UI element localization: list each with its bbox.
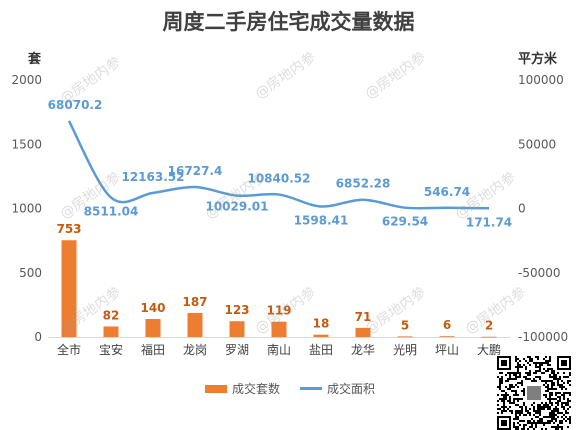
y-right-axis-label: 平方米	[518, 52, 558, 67]
legend-label-line: 成交面积	[327, 382, 376, 396]
line-data-label: 1598.41	[294, 213, 349, 227]
x-tick-label: 宝安	[99, 342, 123, 357]
legend-item-bar: 成交套数	[205, 380, 280, 397]
line-data-label: 629.54	[382, 215, 428, 229]
bar	[61, 240, 77, 337]
y-right-tick-label: 100000	[518, 73, 564, 87]
x-tick-label: 全市	[57, 342, 81, 357]
x-tick-label: 盐田	[309, 343, 333, 357]
bar	[355, 327, 371, 337]
bar	[481, 336, 497, 338]
bar	[397, 336, 413, 338]
y-left-tick-label: 2000	[11, 73, 42, 87]
x-tick-label: 大鹏	[477, 343, 501, 357]
line-data-label: 10029.01	[205, 200, 268, 214]
legend-swatch-line	[300, 387, 322, 390]
bar	[229, 321, 245, 337]
x-tick-label: 南山	[267, 342, 291, 357]
bar-data-label: 18	[313, 317, 330, 331]
y-left-tick-label: 1500	[11, 137, 42, 151]
y-right-tick-label: 0	[518, 202, 526, 216]
x-tick-label: 坪山	[435, 343, 459, 357]
x-tick-label: 罗湖	[225, 342, 249, 357]
bar-data-label: 119	[266, 304, 291, 318]
bar	[145, 319, 161, 337]
bar	[313, 334, 329, 337]
line-data-label: 68070.2	[48, 98, 103, 112]
line-data-label: 12163.52	[121, 170, 184, 184]
bar-data-label: 5	[401, 318, 409, 332]
line-data-label: 171.74	[466, 215, 512, 229]
line-data-label: 8511.04	[84, 205, 139, 219]
legend-swatch-bar	[205, 384, 227, 393]
y-left-tick-label: 500	[19, 266, 42, 280]
y-left-tick-label: 1000	[11, 202, 42, 216]
line-data-label: 16727.4	[168, 164, 223, 178]
x-tick-label: 龙岗	[183, 343, 207, 357]
x-tick-label: 光明	[393, 343, 417, 357]
y-right-tick-label: -100000	[518, 330, 568, 344]
y-left-tick-label: 0	[34, 330, 42, 344]
bar-data-label: 123	[224, 303, 249, 317]
bar-data-label: 82	[103, 308, 120, 322]
line-data-label: 6852.28	[336, 177, 391, 191]
bar-data-label: 140	[140, 301, 165, 315]
bar-data-label: 753	[56, 222, 81, 236]
bar	[271, 321, 287, 337]
y-right-tick-label: 50000	[518, 137, 556, 151]
bar-data-label: 6	[443, 318, 451, 332]
x-tick-label: 龙华	[351, 343, 375, 357]
y-left-axis-label: 套	[28, 52, 42, 67]
x-tick-label: 福田	[141, 342, 165, 357]
bar	[187, 312, 203, 337]
legend-item-line: 成交面积	[300, 380, 375, 397]
series-line-area	[67, 120, 490, 210]
bar-data-label: 71	[355, 310, 372, 324]
chart-title: 周度二手房住宅成交量数据	[162, 10, 415, 34]
line-data-label: 10840.52	[247, 172, 310, 186]
y-right-tick-label: -50000	[518, 266, 561, 280]
line-data-label: 546.74	[424, 185, 470, 199]
legend-label-bar: 成交套数	[232, 382, 281, 396]
bar	[103, 326, 119, 337]
bar	[439, 336, 455, 338]
bar-data-label: 2	[485, 319, 493, 333]
bar-data-label: 187	[182, 295, 207, 309]
qr-code-image	[497, 356, 571, 430]
